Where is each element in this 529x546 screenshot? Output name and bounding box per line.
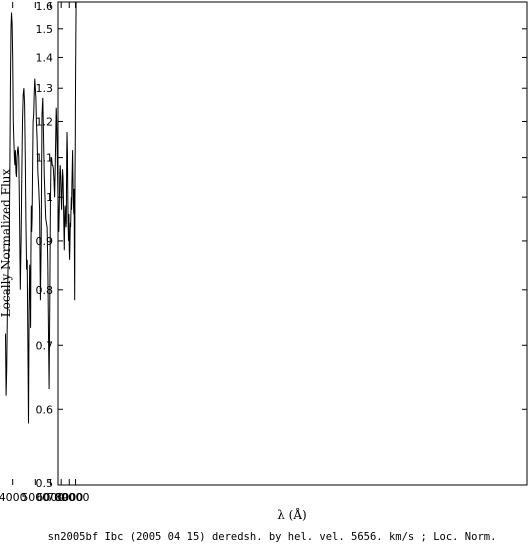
y-tick-label: 1.4	[36, 51, 54, 64]
y-tick-label: 1.6	[36, 0, 54, 13]
y-tick-label: 1.2	[36, 115, 54, 128]
spectrum-series-line	[5, 1, 77, 424]
y-tick-label: 1	[46, 191, 53, 204]
y-axis-ticks: 0.50.60.70.80.911.11.21.31.41.51.6	[36, 0, 527, 490]
x-tick-label: 7000	[47, 491, 75, 504]
y-tick-label: 0.6	[36, 403, 54, 416]
y-tick-label: 0.7	[36, 339, 54, 352]
plot-frame	[57, 1, 528, 486]
x-tick-label: 8000	[55, 491, 83, 504]
x-tick-label: 9000	[62, 491, 90, 504]
x-axis-title: λ (Å)	[277, 507, 306, 522]
x-tick-label: 6000	[36, 491, 64, 504]
y-tick-label: 1.5	[36, 23, 54, 36]
y-tick-label: 1.3	[36, 82, 54, 95]
x-tick-label: 5000	[21, 491, 49, 504]
y-tick-label: 0.5	[36, 477, 54, 490]
x-tick-label: 4000	[0, 491, 27, 504]
chart-caption: sn2005bf Ibc (2005 04 15) deredsh. by he…	[48, 531, 497, 543]
y-axis-title: Locally Normalized Flux	[0, 168, 13, 317]
